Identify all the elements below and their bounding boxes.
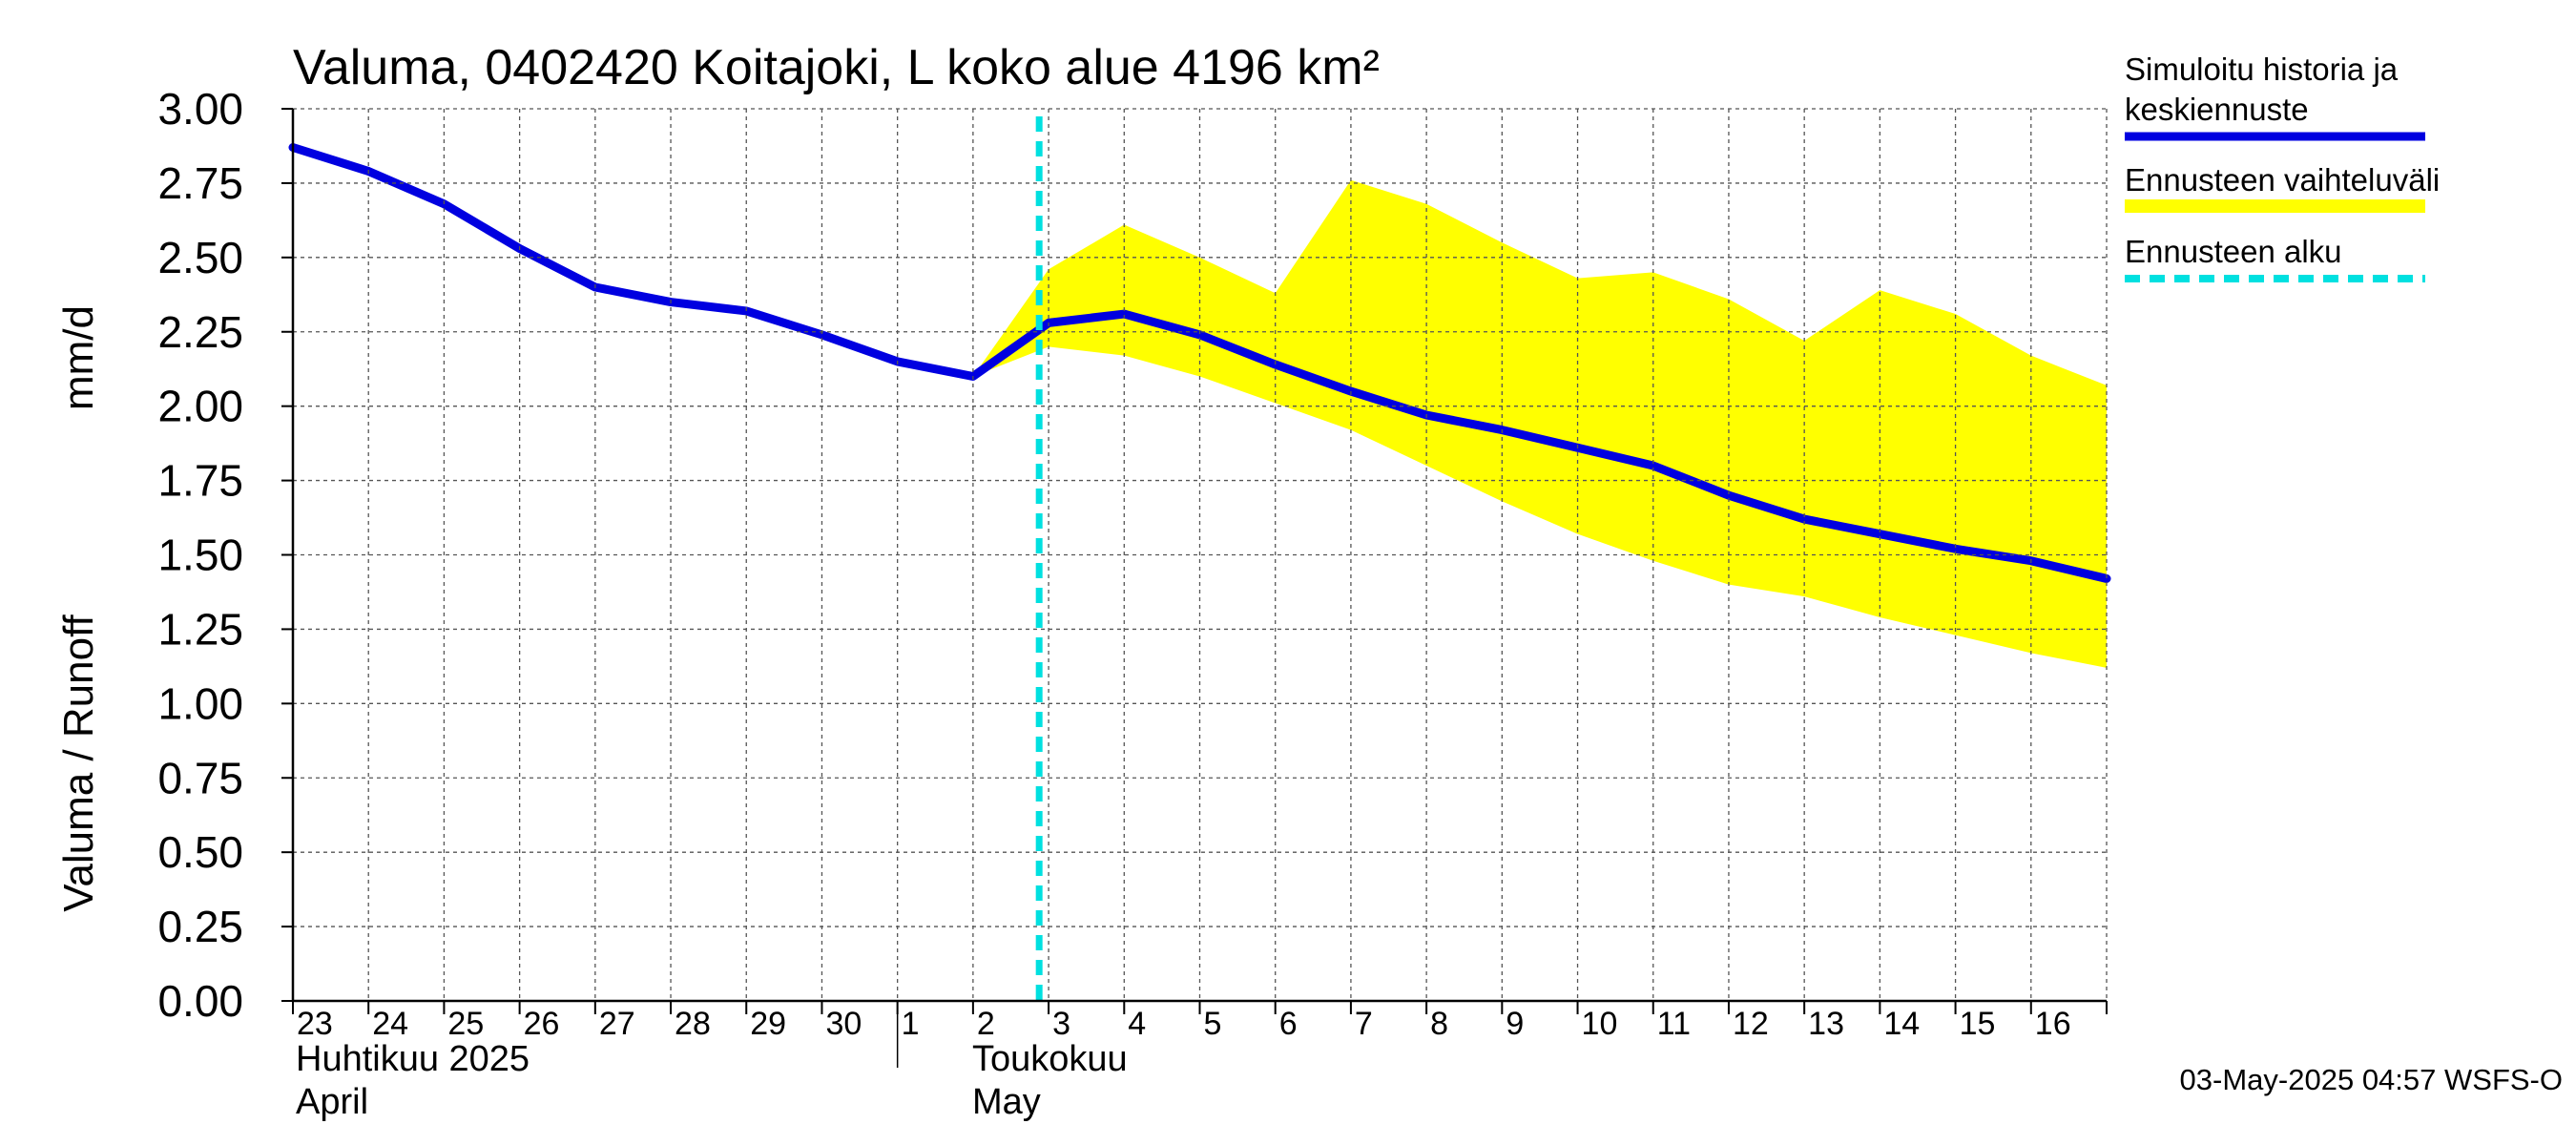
x-tick-label: 16 (2035, 1006, 2071, 1042)
y-tick-label: 1.00 (157, 678, 243, 728)
x-tick-label: 23 (297, 1006, 333, 1042)
x-tick-label: 28 (675, 1006, 711, 1042)
x-tick-label: 14 (1883, 1006, 1920, 1042)
y-tick-label: 2.50 (157, 233, 243, 282)
legend-label-band: Ennusteen vaihteluväli (2125, 162, 2440, 198)
legend-label-series-line1: Simuloitu historia ja (2125, 52, 2399, 87)
x-tick-label: 1 (902, 1006, 920, 1042)
y-tick-label: 1.25 (157, 604, 243, 654)
x-tick-label: 30 (825, 1006, 862, 1042)
x-tick-label: 27 (599, 1006, 635, 1042)
timestamp-footer: 03-May-2025 04:57 WSFS-O (2180, 1063, 2563, 1096)
month-label-april-en: April (296, 1082, 368, 1122)
y-tick-label: 0.50 (157, 827, 243, 877)
y-tick-label: 0.75 (157, 753, 243, 802)
x-tick-label: 11 (1657, 1006, 1691, 1042)
x-tick-label: 5 (1204, 1006, 1222, 1042)
x-tick-label: 8 (1430, 1006, 1448, 1042)
x-tick-label: 26 (524, 1006, 560, 1042)
y-axis-label-right: mm/d (55, 305, 102, 410)
x-tick-label: 3 (1052, 1006, 1070, 1042)
x-tick-label: 12 (1733, 1006, 1769, 1042)
y-tick-label: 2.00 (157, 382, 243, 431)
x-tick-label: 9 (1506, 1006, 1524, 1042)
x-tick-label: 6 (1279, 1006, 1298, 1042)
y-tick-label: 0.00 (157, 976, 243, 1026)
y-tick-label: 3.00 (157, 84, 243, 134)
x-tick-label: 13 (1808, 1006, 1844, 1042)
legend-label-series-line2: keskiennuste (2125, 92, 2309, 127)
x-tick-label: 7 (1355, 1006, 1373, 1042)
y-axis-ticks: 0.00 0.25 0.50 0.75 1.00 1.25 1.50 1.75 2.00 2.25… (157, 84, 293, 1026)
y-tick-label: 0.25 (157, 902, 243, 951)
x-tick-label: 10 (1582, 1006, 1618, 1042)
x-tick-label: 29 (750, 1006, 786, 1042)
month-label-may-fi: Toukokuu (972, 1039, 1128, 1079)
y-axis-label-left: Valuma / Runoff (55, 614, 102, 912)
x-tick-label: 2 (977, 1006, 995, 1042)
x-tick-label: 15 (1960, 1006, 1996, 1042)
x-axis-ticks: 23 24 25 26 27 28 29 30 1 2 3 4 5 6 7 8 9 10 11 12 13 14 15 16 (292, 1001, 2108, 1068)
x-tick-label: 24 (372, 1006, 408, 1042)
y-tick-label: 2.25 (157, 307, 243, 357)
y-tick-label: 1.50 (157, 531, 243, 580)
x-tick-label: 25 (447, 1006, 484, 1042)
legend: Simuloitu historia ja keskiennuste Ennus… (2125, 52, 2440, 282)
y-tick-label: 2.75 (157, 158, 243, 208)
month-label-april-fi: Huhtikuu 2025 (296, 1039, 530, 1079)
chart-title: Valuma, 0402420 Koitajoki, L koko alue 4… (293, 40, 1380, 95)
month-label-may-en: May (972, 1082, 1041, 1122)
legend-label-forecast-start: Ennusteen alku (2125, 234, 2342, 269)
forecast-range-band (972, 179, 2107, 668)
y-tick-label: 1.75 (157, 456, 243, 506)
x-tick-label: 4 (1128, 1006, 1146, 1042)
